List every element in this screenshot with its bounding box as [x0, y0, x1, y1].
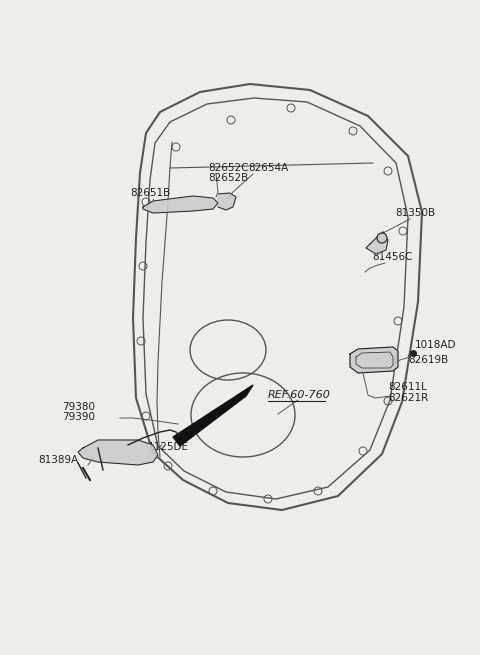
Text: 81456C: 81456C: [372, 252, 412, 262]
Text: 81350B: 81350B: [395, 208, 435, 218]
Text: 79380: 79380: [62, 402, 95, 412]
Text: 82619B: 82619B: [408, 355, 448, 365]
Polygon shape: [78, 440, 158, 465]
Text: 82654A: 82654A: [248, 163, 288, 173]
Polygon shape: [143, 196, 218, 213]
Text: 82621R: 82621R: [388, 393, 428, 403]
Text: 82652B: 82652B: [208, 173, 248, 183]
Text: 82651B: 82651B: [130, 188, 170, 198]
Text: REF.60-760: REF.60-760: [268, 390, 331, 400]
Text: 81389A: 81389A: [38, 455, 78, 465]
Text: 82652C: 82652C: [208, 163, 249, 173]
Text: 1018AD: 1018AD: [415, 340, 456, 350]
Polygon shape: [218, 193, 236, 210]
Circle shape: [377, 233, 387, 243]
Polygon shape: [366, 234, 388, 254]
Polygon shape: [173, 385, 253, 446]
Text: 1125DE: 1125DE: [148, 442, 189, 452]
Text: 82611L: 82611L: [388, 382, 427, 392]
Polygon shape: [350, 347, 398, 373]
Text: 79390: 79390: [62, 412, 95, 422]
